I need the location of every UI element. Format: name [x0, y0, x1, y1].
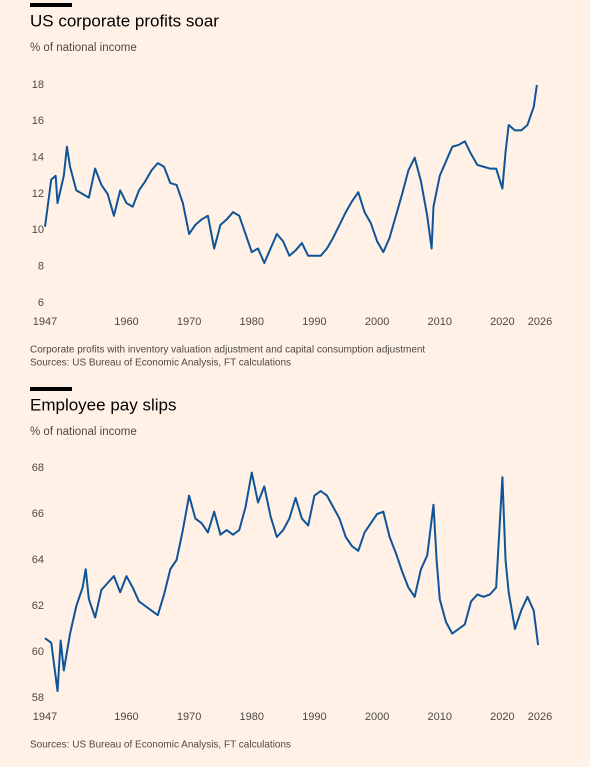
footnote: Corporate profits with inventory valuati… — [30, 345, 425, 356]
y-tick-label: 18 — [32, 79, 44, 91]
x-tick-label: 2026 — [528, 711, 552, 723]
y-tick-label: 58 — [32, 692, 44, 704]
x-tick-label: 1980 — [240, 711, 264, 723]
chart-title: US corporate profits soar — [30, 11, 219, 30]
x-tick-label: 2020 — [490, 711, 514, 723]
x-tick-label: 1947 — [33, 316, 57, 328]
footnote: Sources: US Bureau of Economic Analysis,… — [30, 740, 291, 751]
footnote: Sources: US Bureau of Economic Analysis,… — [30, 358, 291, 369]
x-tick-label: 1970 — [177, 316, 201, 328]
chart-subtitle: % of national income — [30, 42, 137, 54]
x-tick-label: 2026 — [528, 316, 552, 328]
chart-subtitle: % of national income — [30, 426, 137, 438]
y-tick-label: 66 — [32, 508, 44, 520]
x-tick-label: 2010 — [428, 711, 452, 723]
x-tick-label: 1960 — [114, 711, 138, 723]
y-tick-label: 62 — [32, 600, 44, 612]
y-tick-label: 8 — [38, 261, 44, 273]
y-tick-label: 68 — [32, 462, 44, 474]
y-tick-label: 60 — [32, 646, 44, 658]
y-tick-label: 6 — [38, 297, 44, 309]
x-tick-label: 2020 — [490, 316, 514, 328]
x-tick-label: 2010 — [428, 316, 452, 328]
line — [44, 471, 540, 693]
y-tick-label: 10 — [32, 224, 44, 236]
x-tick-label: 1947 — [33, 711, 57, 723]
chart-title: Employee pay slips — [30, 395, 176, 414]
x-tick-label: 2000 — [365, 316, 389, 328]
title-bar — [30, 3, 72, 7]
line — [44, 84, 538, 265]
x-tick-label: 1970 — [177, 711, 201, 723]
x-tick-label: 1990 — [302, 316, 326, 328]
x-tick-label: 1980 — [240, 316, 264, 328]
y-tick-label: 14 — [32, 152, 44, 164]
x-tick-label: 1960 — [114, 316, 138, 328]
y-tick-label: 64 — [32, 554, 44, 566]
y-tick-label: 12 — [32, 188, 44, 200]
x-tick-label: 1990 — [302, 711, 326, 723]
title-bar — [30, 387, 72, 391]
y-tick-label: 16 — [32, 115, 44, 127]
x-tick-label: 2000 — [365, 711, 389, 723]
